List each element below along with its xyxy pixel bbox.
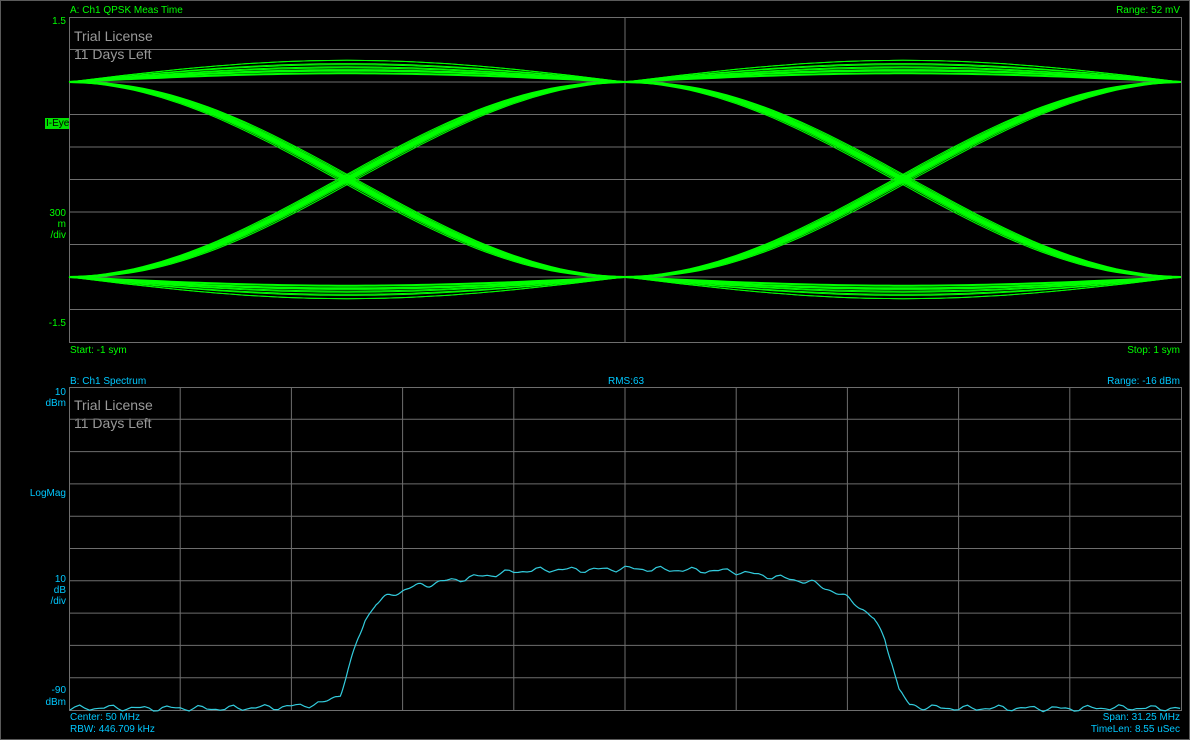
eye-trace [624, 81, 1182, 278]
eye-trace [624, 70, 1182, 83]
eye-trace [68, 276, 626, 290]
panel-a-watermark-line1: Trial License [74, 28, 153, 44]
panel-b-rbw[interactable]: RBW: 446.709 kHz [70, 724, 155, 735]
eye-trace [624, 59, 1182, 83]
eye-trace [68, 59, 626, 83]
eye-trace [68, 276, 626, 292]
eye-trace [68, 67, 626, 83]
eye-trace [68, 69, 626, 83]
eye-trace [624, 81, 1182, 278]
panel-b-timelen[interactable]: TimeLen: 8.55 uSec [1090, 724, 1180, 735]
panel-a-stop[interactable]: Stop: 1 sym [1127, 345, 1180, 356]
eye-trace [625, 81, 1182, 278]
eye-trace [624, 69, 1182, 83]
eye-trace [625, 81, 1182, 278]
panel-b-scale-unit1: dB [53, 585, 66, 596]
panel-b-scale-value: 10 [54, 574, 66, 585]
panel-b-y-bottom-unit: dBm [45, 697, 66, 708]
panel-b-format[interactable]: LogMag [29, 488, 66, 499]
eye-trace [624, 72, 1182, 83]
panel-b-y-top-value: 10 [54, 387, 66, 398]
panel-a-scale-unit1: m [57, 219, 66, 230]
panel-b-title: B: Ch1 Spectrum [70, 376, 147, 387]
panel-a-y-bottom: -1.5 [48, 318, 66, 329]
eye-trace [68, 81, 626, 278]
eye-trace [69, 81, 626, 278]
eye-trace [68, 70, 626, 83]
panel-b-center[interactable]: Center: 50 MHz [70, 712, 141, 723]
eye-trace [624, 276, 1182, 300]
spectrum-trace [69, 565, 1181, 713]
eye-trace [68, 81, 626, 278]
eye-trace [68, 72, 626, 83]
panel-a-start[interactable]: Start: -1 sym [70, 345, 127, 356]
panel-b-y-top-unit: dBm [45, 398, 66, 409]
eye-trace [624, 81, 1182, 278]
eye-trace [68, 81, 625, 278]
eye-trace [624, 64, 1182, 83]
panel-b-scale-unit2: /div [50, 596, 66, 607]
panel-a-trace-label[interactable]: I-Eye [45, 118, 71, 129]
eye-trace [68, 276, 626, 287]
eye-trace [624, 276, 1182, 293]
panel-b-y-bottom-value: -90 [51, 685, 66, 696]
panel-b-range[interactable]: Range: -16 dBm [1107, 376, 1180, 387]
panel-b-watermark-line1: Trial License [74, 397, 153, 413]
eye-trace [624, 67, 1182, 83]
eye-trace [68, 276, 626, 300]
eye-trace [68, 276, 626, 293]
eye-trace [624, 81, 1181, 278]
panel-a-scale-value: 300 [49, 208, 66, 219]
eye-trace [68, 276, 626, 289]
eye-trace [624, 276, 1182, 292]
panel-a-title: A: Ch1 QPSK Meas Time [70, 5, 183, 16]
panel-b-span[interactable]: Span: 31.25 MHz [1102, 712, 1180, 723]
eye-trace [68, 64, 626, 83]
eye-trace [624, 276, 1182, 295]
eye-trace [68, 276, 626, 295]
panel-a-scale-unit2: /div [50, 230, 66, 241]
eye-trace [68, 81, 626, 278]
eye-trace [624, 276, 1182, 287]
eye-trace [624, 276, 1182, 290]
eye-trace [624, 66, 1182, 83]
eye-trace [69, 81, 626, 278]
eye-trace [624, 81, 1182, 278]
panel-a-range[interactable]: Range: 52 mV [1116, 5, 1180, 16]
eye-trace [68, 81, 626, 278]
eye-trace [624, 276, 1182, 289]
panel-b-rms: RMS:63 [608, 376, 645, 387]
panel-a-y-top: 1.5 [52, 16, 66, 27]
eye-trace [68, 66, 626, 83]
